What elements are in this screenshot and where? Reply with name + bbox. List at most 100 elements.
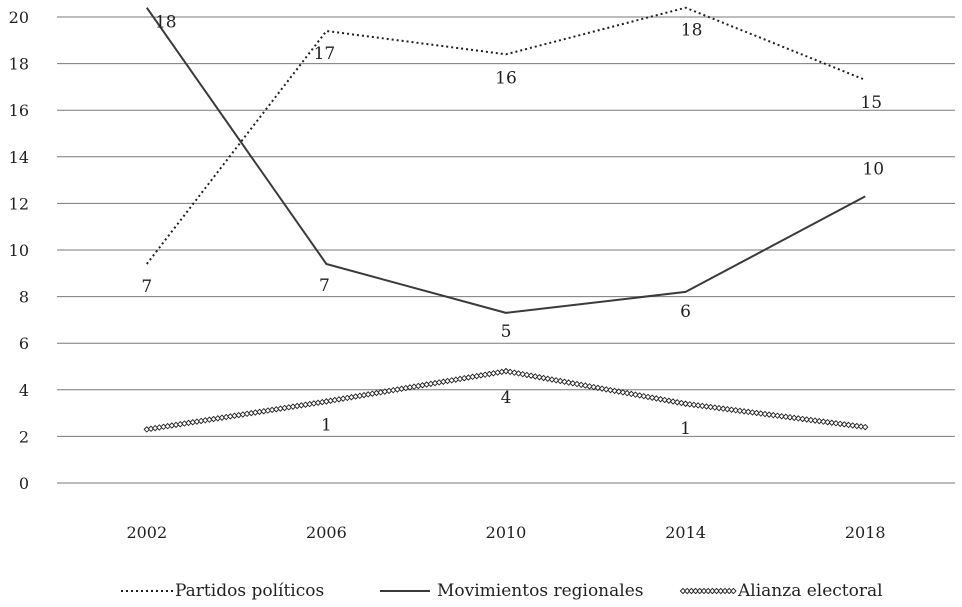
diamond-marker [745,408,752,416]
diamond-marker [696,587,704,595]
diamond-marker [694,402,702,409]
diamond-marker [679,587,687,595]
diamond-marker [861,423,869,431]
diamond-marker [686,401,694,408]
legend-swatch-diamonds [679,587,737,595]
diamond-marker [820,418,827,425]
data-label: 15 [860,93,882,113]
diamond-marker [824,418,831,426]
diamond-marker [540,374,547,382]
diamond-marker [732,407,739,414]
diamond-marker [573,380,581,388]
diamond-marker [615,388,623,395]
diamond-marker [653,395,660,402]
diamond-marker [707,403,714,411]
diamond-marker [719,405,727,412]
data-label: 7 [319,276,330,296]
legend-label: Partidos políticos [175,581,324,601]
diamond-marker [740,408,748,415]
diamond-marker [577,381,585,389]
data-label: 10 [862,159,884,179]
y-axis-tick-labels: 0 2 4 6 8 10 12 14 16 18 20 [9,8,29,493]
diamond-marker [644,393,652,401]
data-label: 1 [680,419,691,439]
x-tick-label: 2010 [486,523,527,542]
diamond-marker [799,415,806,423]
diamond-marker [704,587,712,595]
diamond-marker [765,411,773,418]
diamond-marker [607,386,614,394]
y-tick-label: 6 [19,334,29,353]
diamond-marker [511,369,518,376]
y-tick-label: 8 [19,288,29,307]
diamond-marker [728,406,735,413]
data-label: 16 [495,68,517,88]
diamond-marker [619,389,627,396]
data-label: 7 [141,277,152,297]
legend-label: Movimientos regionales [437,581,644,601]
diamond-marker [713,587,720,595]
diamond-marker [711,404,719,411]
legend-item: Partidos políticos [121,581,324,601]
diamond-marker [836,420,844,428]
x-tick-label: 2018 [845,523,886,542]
diamond-marker [544,375,552,382]
diamond-marker [721,587,729,595]
diamond-marker [749,409,756,416]
diamond-marker [845,421,852,429]
legend-label: Alianza electoral [737,581,883,601]
diamond-marker [795,415,802,422]
diamond-marker [717,587,725,595]
data-label: 17 [314,44,336,64]
diamond-marker [628,390,635,398]
diamond-marker [623,389,631,397]
series-alianza-electoral [143,367,869,433]
diamond-marker [640,392,648,400]
data-label: 18 [681,21,703,41]
diamond-marker [632,391,639,398]
diamond-marker [674,399,681,406]
y-tick-label: 0 [19,474,29,493]
diamond-marker [636,392,643,399]
legend-item: Alianza electoral [679,581,883,601]
diamond-marker [561,378,568,386]
diamond-marker [690,401,698,409]
diamond-marker [770,411,777,419]
diamond-marker [832,420,840,427]
diamond-marker [757,410,765,417]
diamond-marker [648,394,656,401]
diamond-marker [603,386,610,393]
diamond-marker [661,396,668,404]
diamond-marker [683,587,691,595]
diamond-marker [700,587,708,595]
diamond-marker [582,382,589,389]
diamond-marker [699,402,706,410]
diamond-marker [678,399,685,407]
diamond-marker [552,377,560,384]
diamond-marker [657,395,664,403]
diamond-marker [803,416,810,423]
diamond-marker [692,587,699,595]
diamond-marker [724,405,731,413]
data-label: 5 [501,322,512,342]
diamond-marker [586,383,593,390]
diamond-marker [594,384,602,392]
diamond-marker [811,417,819,424]
series-partidos-politicos [146,6,866,265]
diamond-marker [519,370,526,378]
diamond-marker [857,423,865,430]
diamond-marker [816,417,823,425]
series-lines [143,6,869,433]
diamond-marker [849,422,856,429]
diamond-marker [853,422,861,430]
diamond-marker [515,370,522,377]
diamond-marker [841,421,848,428]
data-label: 1 [321,415,332,435]
data-label: 4 [501,388,512,408]
diamond-marker [688,587,695,595]
diamond-marker [523,371,531,379]
y-tick-label: 14 [9,148,29,167]
y-tick-label: 12 [9,194,29,213]
